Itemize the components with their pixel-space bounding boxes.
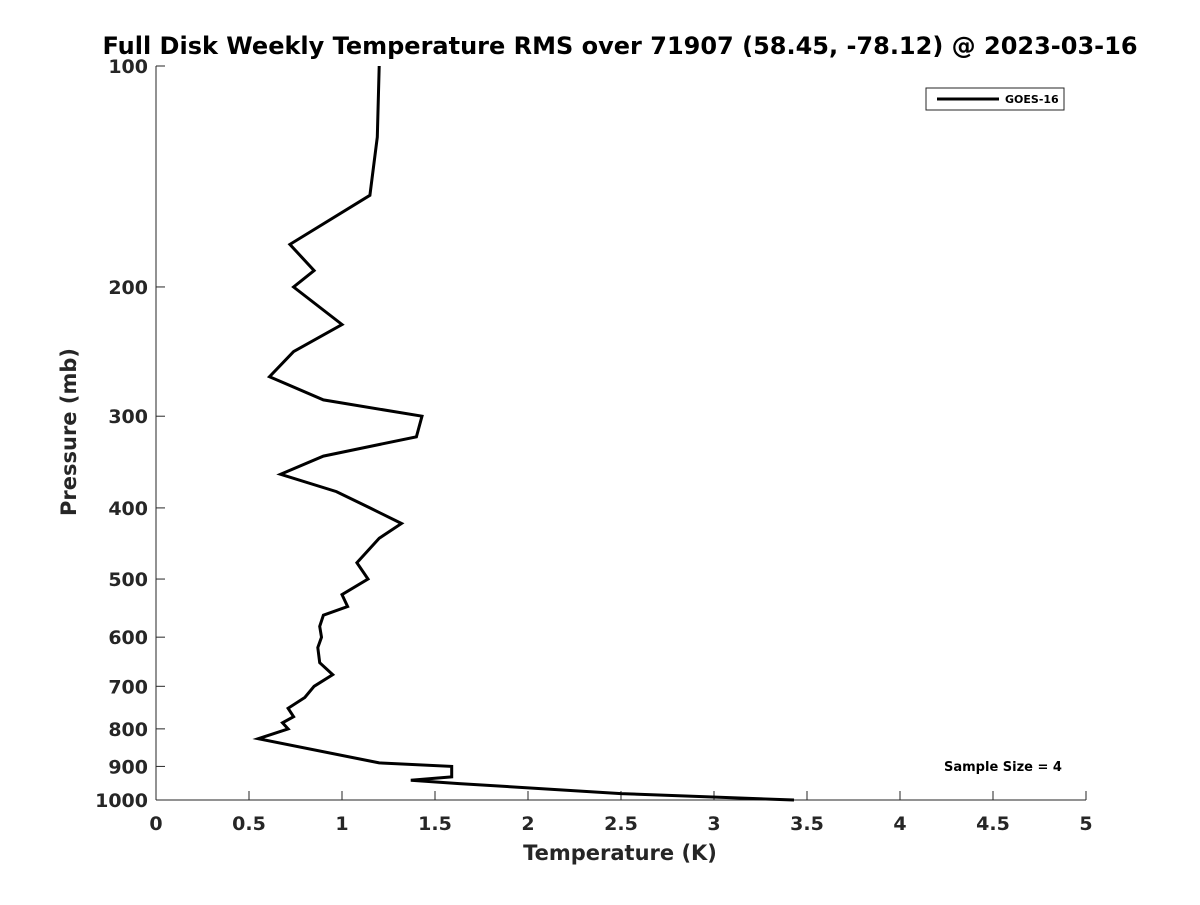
series-line: [252, 65, 795, 802]
y-tick-label: 300: [108, 406, 148, 428]
x-tick-label: 0: [149, 813, 162, 835]
x-tick-label: 4.5: [976, 813, 1010, 835]
x-tick-label: 3.5: [790, 813, 824, 835]
y-axis-label: Pressure (mb): [57, 348, 81, 516]
legend-label: GOES-16: [1005, 93, 1059, 106]
sample-size-annotation: Sample Size = 4: [944, 760, 1062, 775]
x-tick-label: 4: [893, 813, 906, 835]
axes: 0 0.5 1 1.5 2 2.5 3 3.5 4 4.5 5 100 200 300 400 500 600 7…: [95, 56, 1093, 835]
x-tick-label: 1: [335, 813, 348, 835]
y-tick-label: 800: [108, 719, 148, 741]
x-axis-label: Temperature (K): [523, 841, 717, 865]
y-tick-label: 1000: [95, 790, 148, 812]
y-tick-label: 900: [108, 756, 148, 778]
x-tick-label: 3: [707, 813, 720, 835]
x-tick-label: 2.5: [604, 813, 638, 835]
y-tick-label: 500: [108, 569, 148, 591]
y-tick-label: 100: [108, 56, 148, 78]
y-tick-label: 400: [108, 498, 148, 520]
y-tick-label: 600: [108, 627, 148, 649]
series-layer: [252, 65, 795, 802]
x-tick-label: 0.5: [232, 813, 266, 835]
x-tick-label: 2: [521, 813, 534, 835]
y-tick-label: 200: [108, 277, 148, 299]
x-tick-label: 1.5: [418, 813, 452, 835]
legend: GOES-16: [925, 87, 1065, 111]
y-tick-label: 700: [108, 676, 148, 698]
chart-title: Full Disk Weekly Temperature RMS over 71…: [102, 32, 1137, 60]
x-tick-label: 5: [1079, 813, 1092, 835]
